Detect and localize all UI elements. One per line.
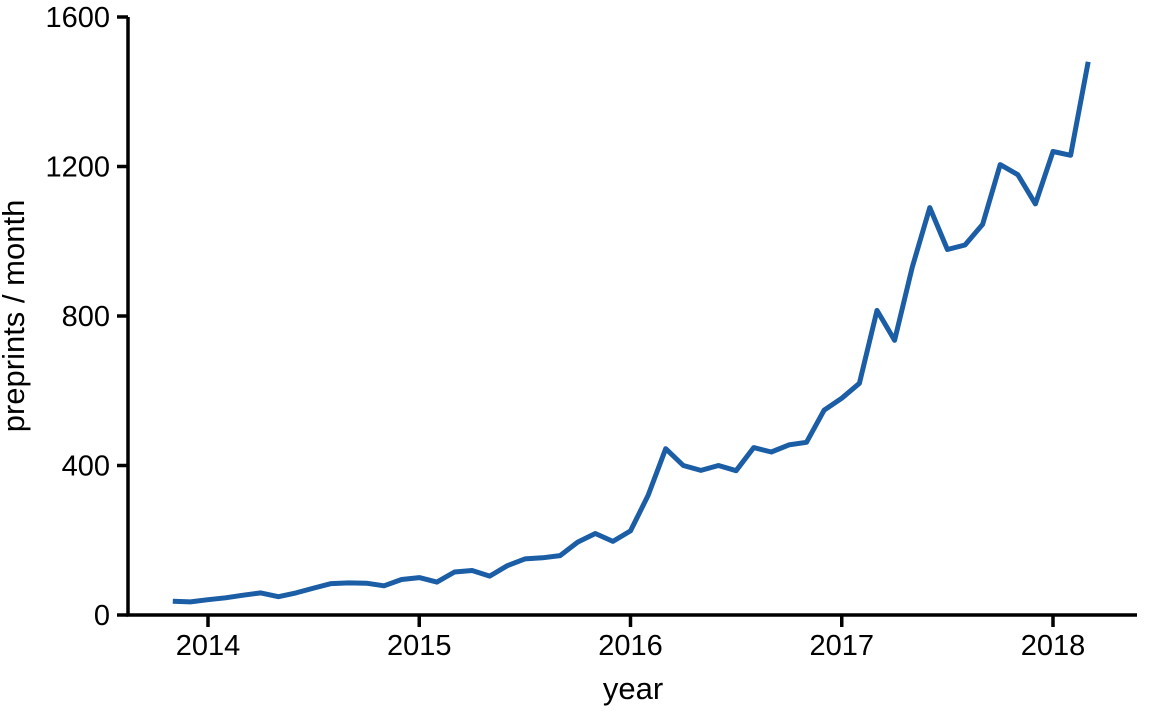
y-tick-label: 0 — [94, 600, 110, 632]
y-tick-label: 800 — [62, 301, 110, 333]
x-tick-label: 2018 — [1021, 630, 1086, 662]
y-tick-label: 1600 — [45, 2, 110, 34]
y-axis-label: preprints / month — [0, 200, 31, 433]
x-axis-label: year — [603, 671, 663, 706]
data-line-layer — [172, 61, 1091, 605]
x-tick-label: 2016 — [598, 630, 663, 662]
x-tick-label: 2017 — [809, 630, 874, 662]
preprints-per-month-line — [172, 61, 1091, 605]
x-tick-label: 2015 — [387, 630, 452, 662]
y-tick-label: 1200 — [45, 152, 110, 184]
axis-ticks: 0 400 800 1200 1600 2014 2015 2016 2017 2018 — [45, 2, 1085, 662]
y-tick-label: 400 — [62, 451, 110, 483]
x-tick-label: 2014 — [176, 630, 241, 662]
